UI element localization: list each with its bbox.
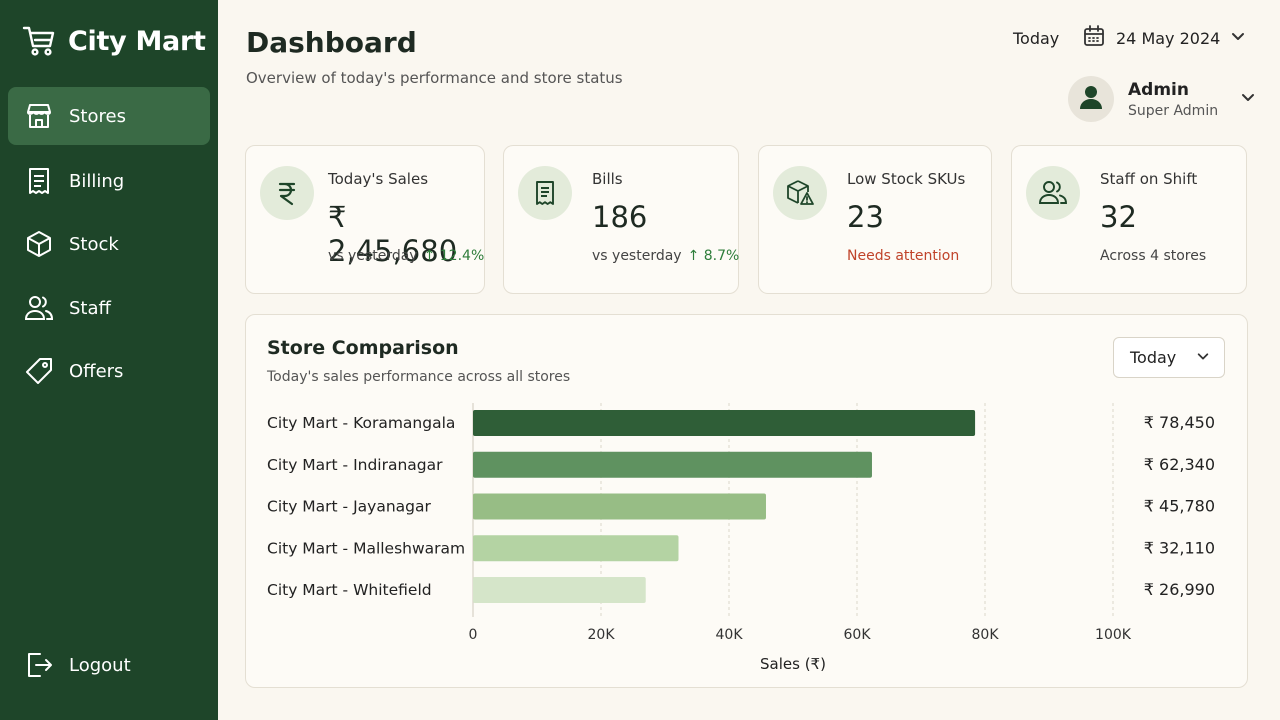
logout-button[interactable]: Logout: [8, 636, 210, 694]
value-label: ₹ 45,780: [1144, 497, 1215, 516]
chevron-down-icon: [1240, 89, 1256, 109]
sidebar: City Mart Stores Billing: [0, 0, 218, 720]
store-sales-chart: 0 20K 40K 60K 80K 100K Sales (₹) City Mart - Ko…: [267, 403, 1215, 673]
staff-card: Staff on Shift 32 Across 4 stores: [1011, 145, 1247, 294]
panel-title: Store Comparison: [267, 337, 459, 359]
x-tick-label: 60K: [844, 627, 872, 643]
bar: [473, 577, 646, 603]
date-picker[interactable]: 24 May 2024: [1082, 24, 1246, 52]
value-label: ₹ 32,110: [1144, 538, 1215, 557]
alert-text: Needs attention: [847, 248, 960, 264]
user-role: Super Admin: [1128, 102, 1219, 119]
sidebar-item-stock[interactable]: Stock: [8, 215, 210, 273]
x-tick-label: 100K: [1095, 627, 1132, 643]
card-value: 186: [592, 200, 648, 234]
x-tick-label: 0: [469, 627, 478, 643]
card-label: Bills: [592, 170, 623, 188]
store-icon: [24, 101, 54, 131]
x-tick-label: 40K: [716, 627, 744, 643]
sidebar-item-label: Offers: [69, 360, 124, 382]
comparison-label: vs yesterday: [592, 248, 682, 264]
box-alert-icon: [773, 166, 827, 220]
card-label: Staff on Shift: [1100, 170, 1198, 188]
cart-icon: [22, 24, 56, 58]
card-label: Low Stock SKUs: [847, 170, 966, 188]
user-icon: [1078, 84, 1104, 114]
tag-icon: [24, 356, 54, 386]
brand-name: City Mart: [68, 25, 206, 57]
sidebar-item-label: Stock: [69, 233, 119, 255]
date-value: 24 May 2024: [1116, 28, 1221, 48]
card-label: Today's Sales: [328, 170, 429, 188]
chevron-down-icon: [1196, 348, 1210, 367]
category-label: City Mart - Malleshwaram: [267, 539, 465, 557]
rupee-icon: [260, 166, 314, 220]
chevron-down-icon: [1230, 28, 1246, 48]
category-label: City Mart - Jayanagar: [267, 498, 431, 516]
category-label: City Mart - Indiranagar: [267, 456, 443, 474]
card-foot: vs yesterday ↑ 8.7%: [592, 248, 739, 264]
card-value: 23: [847, 200, 884, 234]
date-range-label[interactable]: Today: [1013, 29, 1060, 48]
sales-card: Today's Sales ₹ 2,45,680 vs yesterday ↑ 1…: [245, 145, 485, 294]
value-label: ₹ 78,450: [1144, 413, 1215, 432]
store-comparison-panel: Store Comparison Today's sales performan…: [245, 314, 1248, 688]
x-tick-label: 20K: [588, 627, 616, 643]
sidebar-item-offers[interactable]: Offers: [8, 342, 210, 400]
comparison-label: vs yesterday: [328, 248, 418, 264]
sidebar-item-staff[interactable]: Staff: [8, 279, 210, 337]
low-stock-card: Low Stock SKUs 23 Needs attention: [758, 145, 992, 294]
user-menu[interactable]: Admin Super Admin: [1068, 76, 1256, 122]
x-tick-label: 80K: [972, 627, 1000, 643]
bar: [473, 535, 679, 562]
receipt-icon: [518, 166, 572, 220]
period-value: Today: [1130, 348, 1177, 367]
sidebar-item-label: Billing: [69, 170, 125, 192]
page-title: Dashboard: [246, 26, 417, 59]
sidebar-item-label: Staff: [69, 297, 111, 319]
page-subtitle: Overview of today's performance and stor…: [246, 69, 623, 87]
change-badge: ↑ 12.4%: [423, 248, 485, 264]
user-name: Admin: [1128, 79, 1189, 100]
sidebar-item-stores[interactable]: Stores: [8, 87, 210, 145]
card-value: 32: [1100, 200, 1137, 234]
users-icon: [24, 293, 54, 323]
category-label: City Mart - Koramangala: [267, 414, 455, 432]
card-foot: Across 4 stores: [1100, 248, 1207, 264]
value-label: ₹ 62,340: [1144, 455, 1215, 474]
users-icon: [1026, 166, 1080, 220]
bills-card: Bills 186 vs yesterday ↑ 8.7%: [503, 145, 739, 294]
bar: [473, 410, 976, 436]
card-foot: vs yesterday ↑ 12.4%: [328, 248, 484, 264]
x-axis-label: Sales (₹): [760, 655, 826, 673]
bar: [473, 493, 766, 520]
logout-label: Logout: [69, 654, 131, 676]
calendar-icon: [1082, 24, 1106, 52]
sidebar-item-label: Stores: [69, 105, 126, 127]
avatar: [1068, 76, 1114, 122]
card-value: ₹ 2,45,680: [328, 200, 458, 268]
sidebar-item-billing[interactable]: Billing: [8, 152, 210, 210]
category-label: City Mart - Whitefield: [267, 581, 432, 599]
panel-subtitle: Today's sales performance across all sto…: [267, 369, 571, 385]
brand[interactable]: City Mart: [22, 24, 206, 58]
value-label: ₹ 26,990: [1144, 580, 1215, 599]
change-badge: ↑ 8.7%: [687, 248, 740, 264]
period-select[interactable]: Today: [1113, 337, 1225, 378]
bar: [473, 451, 872, 478]
logout-icon: [24, 650, 54, 680]
box-icon: [24, 229, 54, 259]
receipt-icon: [24, 166, 54, 196]
